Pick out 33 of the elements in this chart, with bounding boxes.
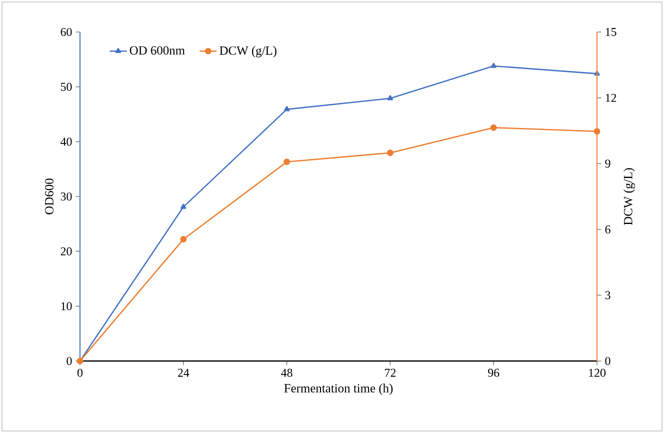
point: [387, 95, 394, 100]
y2-tick-label: 15: [606, 28, 616, 36]
y-tick-label: 0: [66, 356, 72, 366]
x-tick-label: 72: [385, 368, 396, 377]
x-tick-label: 24: [178, 368, 190, 377]
legend-label: OD 600nm: [130, 46, 185, 55]
y2-tick-label: 12: [606, 94, 616, 102]
y2-tick-label: 6: [605, 225, 610, 234]
y-tick-label: 50: [60, 82, 72, 91]
y2-tick-label: 9: [605, 160, 610, 168]
x-tick-label: 96: [488, 368, 500, 377]
point: [284, 106, 290, 112]
point: [594, 128, 600, 135]
x-tick-label: 120: [589, 368, 606, 377]
y2-axis-title: DCW (g/L): [624, 168, 635, 226]
point: [284, 158, 290, 166]
legend-label: DCW (g/L): [220, 46, 276, 58]
y-tick-label: 20: [60, 247, 72, 256]
point: [490, 62, 496, 68]
y-tick-label: 60: [60, 28, 72, 36]
point: [490, 124, 497, 131]
y-tick-label: 40: [60, 138, 72, 146]
x-tick-label: 48: [281, 368, 292, 377]
y-tick-label: 30: [60, 192, 72, 201]
y2-tick-label: 0: [605, 356, 610, 366]
y-tick-label: 10: [61, 302, 72, 310]
x-axis-title: Fermentation time (h): [284, 384, 393, 395]
x-tick-label: 0: [77, 368, 83, 377]
point: [386, 150, 394, 156]
point: [180, 204, 186, 209]
point: [180, 236, 187, 243]
y2-tick-label: 3: [605, 291, 610, 300]
y-axis-title: OD600: [45, 178, 54, 214]
